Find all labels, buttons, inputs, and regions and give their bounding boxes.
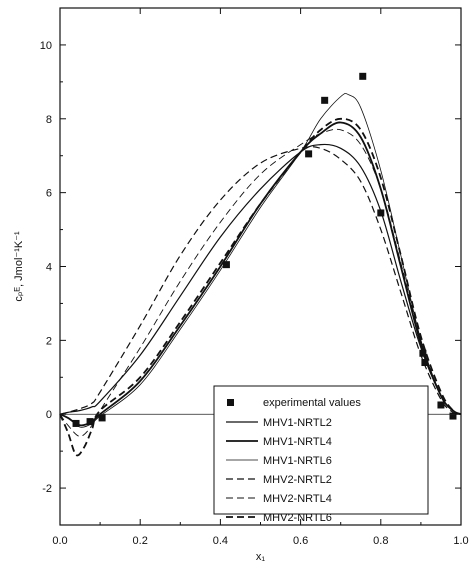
experimental-points-layer [72, 72, 457, 427]
y-tick-label: 2 [46, 335, 52, 347]
x-tick-label: 0.8 [373, 535, 388, 547]
legend-label-mhv1-nrtl4: MHV1-NRTL4 [263, 436, 332, 448]
x-tick-label: 0.6 [293, 535, 308, 547]
experimental-point [305, 150, 313, 158]
experimental-point [321, 96, 329, 104]
y-tick-label: 0 [46, 409, 52, 421]
series-line-mhv1-nrtl6 [59, 93, 462, 428]
axis-ticks-layer: 0.0 0.2 0.4 0.6 0.8 1.0 -2 0 2 4 6 8 10 [40, 8, 469, 547]
x-tick-label: 0.2 [133, 535, 148, 547]
legend-box [213, 385, 429, 515]
x-tick-label: 1.0 [453, 535, 468, 547]
experimental-point [421, 359, 429, 367]
y-tick-label: 8 [46, 114, 52, 126]
legend-label-experimental: experimental values [263, 397, 361, 409]
experimental-point [359, 72, 367, 80]
legend-entries: experimental values MHV1-NRTL2 MHV1-NRTL4 M… [226, 397, 361, 524]
legend-label-mhv2-nrtl4: MHV2-NRTL4 [263, 493, 332, 505]
legend: experimental values MHV1-NRTL2 MHV1-NRTL4 M… [213, 385, 429, 524]
y-tick-label: 10 [40, 40, 52, 52]
y-tick-label: -2 [42, 483, 52, 495]
x-axis-title: x₁ [256, 551, 266, 563]
y-tick-label: 6 [46, 188, 52, 200]
series-line-mhv2-nrtl4 [59, 128, 462, 437]
experimental-point [222, 261, 230, 269]
x-tick-label: 0.0 [52, 535, 67, 547]
experimental-point [437, 401, 445, 409]
experimental-point [449, 412, 457, 420]
legend-label-mhv2-nrtl6: MHV2-NRTL6 [263, 512, 332, 524]
series-line-mhv2-nrtl6 [59, 117, 462, 457]
y-tick-label: 4 [46, 262, 52, 274]
experimental-point [98, 414, 106, 422]
y-axis-title: cₚᴱ, Jmol⁻¹K⁻¹ [13, 231, 25, 302]
experimental-point [377, 209, 385, 217]
legend-label-mhv1-nrtl2: MHV1-NRTL2 [263, 417, 332, 429]
legend-marker-experimental [227, 399, 234, 406]
experimental-point [419, 349, 427, 357]
series-line-mhv1-nrtl2 [59, 143, 462, 415]
experimental-point [72, 419, 80, 427]
legend-label-mhv1-nrtl6: MHV1-NRTL6 [263, 455, 332, 467]
x-tick-label: 0.4 [213, 535, 228, 547]
legend-label-mhv2-nrtl2: MHV2-NRTL2 [263, 474, 332, 486]
experimental-point [86, 418, 94, 426]
